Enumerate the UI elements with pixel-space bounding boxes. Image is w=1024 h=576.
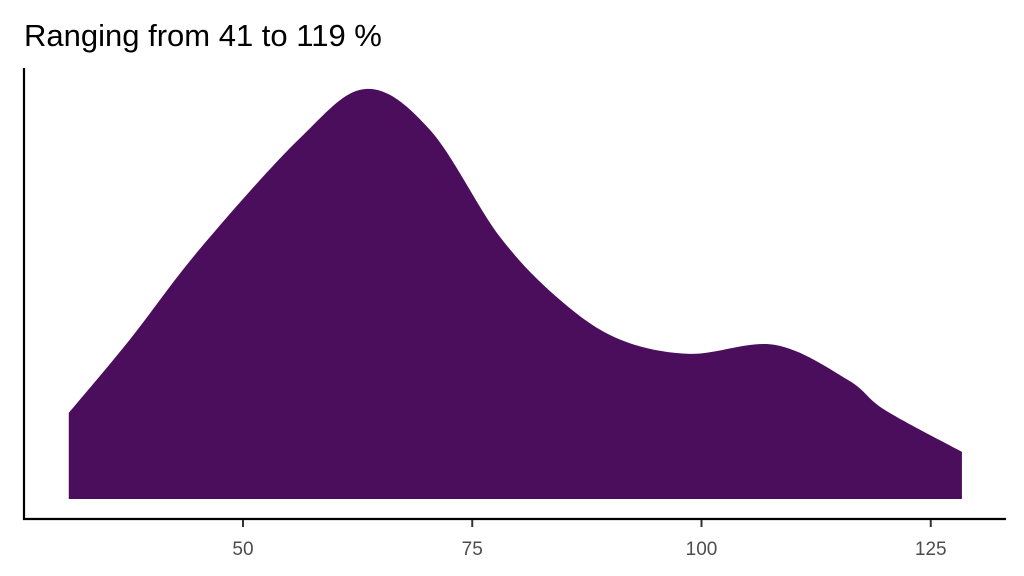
x-tick-label: 100 [686,539,718,560]
x-tick-label: 75 [462,539,483,560]
chart-title: Ranging from 41 to 119 % [24,18,382,53]
x-tick-label: 50 [232,539,253,560]
x-axis-ticks: 50 75 100 125 [232,520,947,560]
plot-area [68,88,962,500]
density-area [68,88,962,500]
x-tick-label: 125 [915,539,947,560]
